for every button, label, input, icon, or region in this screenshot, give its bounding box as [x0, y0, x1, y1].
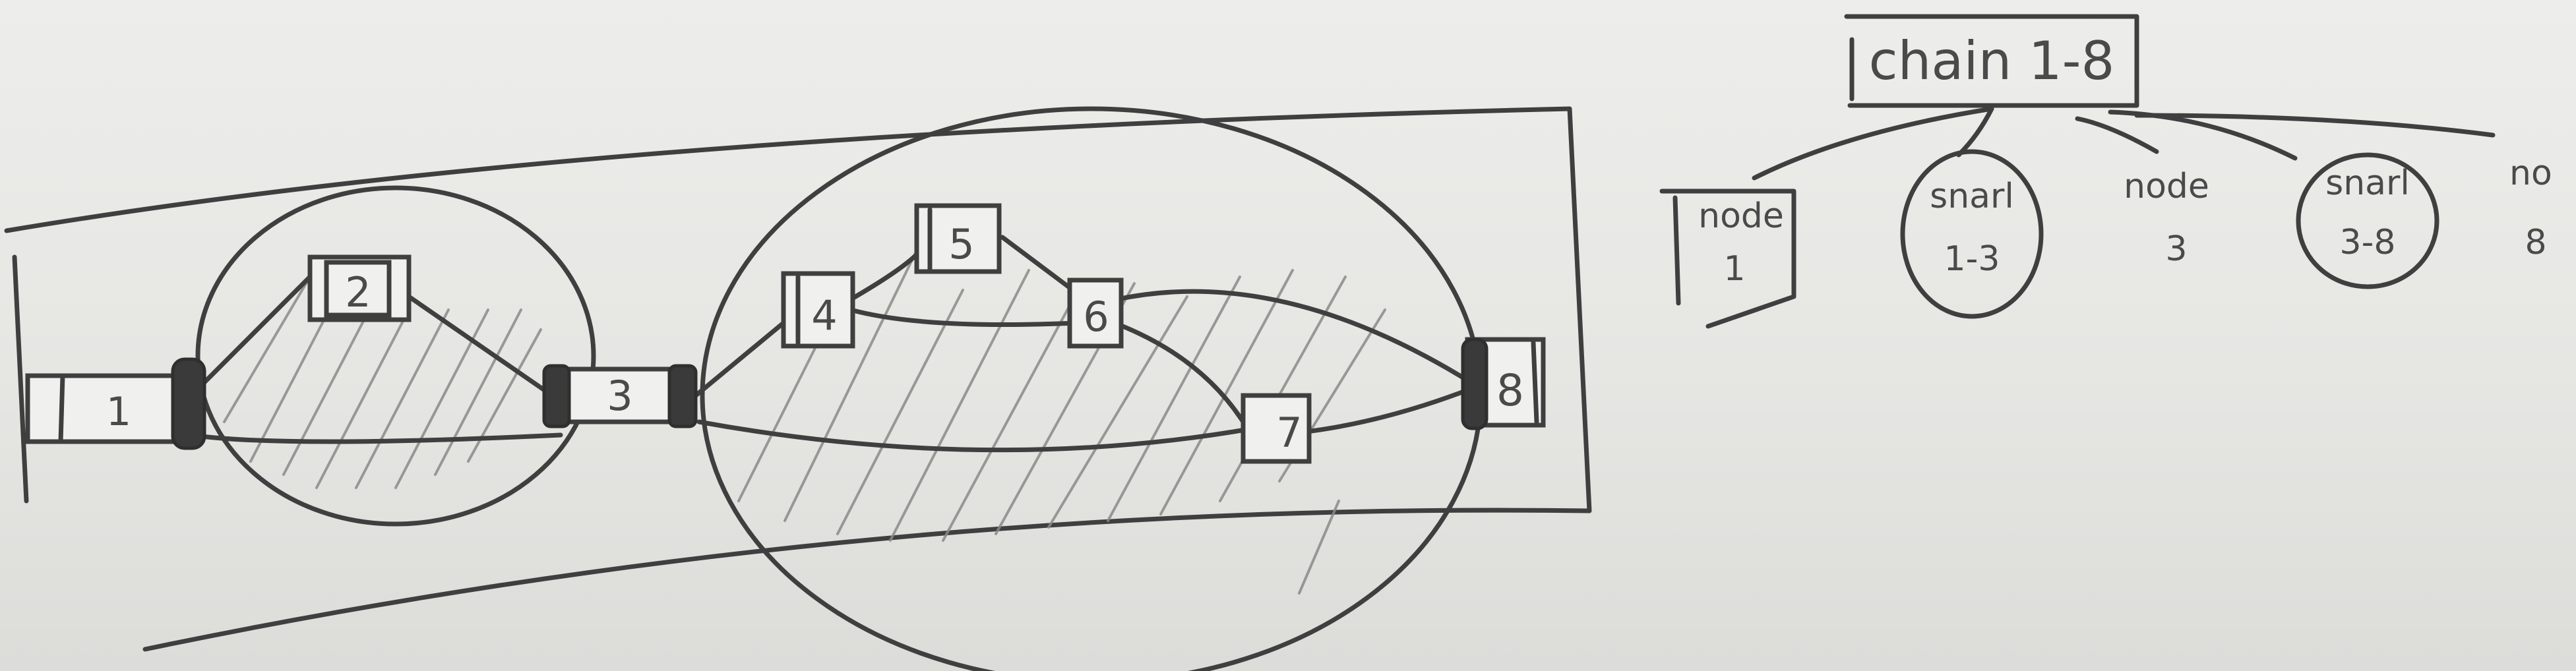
tree-child-2-line2: 1-3: [1944, 239, 2000, 279]
node-8: [1461, 337, 1546, 430]
node-7-label: 7: [1276, 409, 1302, 457]
node-3-label: 3: [607, 372, 632, 420]
node-5: [914, 203, 1002, 274]
chain-boundary-left: [12, 254, 29, 504]
snarl-1-3-ellipse: [195, 185, 596, 527]
node-2: [307, 254, 412, 322]
node-6-label: 6: [1083, 293, 1109, 341]
tree-child-3-line2: 3: [2165, 229, 2187, 269]
tree-child-2-line1: snarl: [1930, 177, 2014, 216]
tree-child-5-line1: no: [2509, 154, 2552, 193]
node-2-label: 2: [345, 268, 371, 316]
tree-child-1-line2: 1: [1723, 249, 1745, 289]
tree-root-box: [1844, 14, 2139, 108]
node-4-label: 4: [811, 291, 837, 339]
node-7: [1241, 393, 1312, 464]
node-8-label: 8: [1496, 365, 1524, 416]
tree-root-label: chain 1-8: [1869, 30, 2115, 92]
snarl-3-8-hatching: [737, 249, 1386, 595]
tree-snarl-1-3-circle: [1900, 149, 2044, 319]
node-3: [542, 364, 698, 428]
tree-child-3-line1: node: [2124, 167, 2209, 206]
snarl-tree: [1659, 14, 2496, 329]
node-1-label: 1: [106, 389, 131, 435]
tree-node-1-box: [1659, 189, 1796, 329]
node-1: [25, 357, 206, 450]
node-6: [1067, 277, 1124, 349]
tree-child-1-line1: node: [1698, 196, 1784, 236]
node-5-label: 5: [948, 220, 974, 268]
tree-child-4-line1: snarl: [2325, 163, 2410, 203]
tree-child-4-line2: 3-8: [2340, 223, 2396, 262]
snarl-3-8-ellipse: [700, 106, 1483, 671]
tree-snarl-3-8-circle: [2296, 152, 2439, 289]
tree-child-5-line2: 8: [2525, 223, 2546, 262]
chain-boundary: [4, 106, 1592, 652]
node-4: [781, 271, 855, 349]
